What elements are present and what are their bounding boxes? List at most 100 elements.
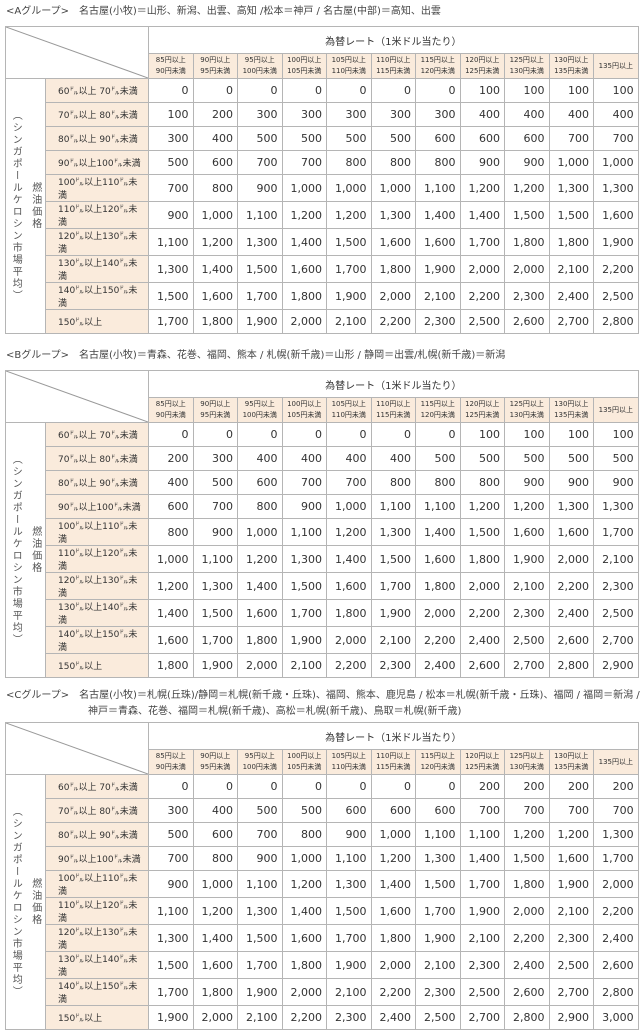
surcharge-cell: 0	[281, 78, 327, 103]
rate-header: 95円以上 100円未満	[237, 397, 283, 423]
table-row: 130㌦以上140㌦未満 1,400 1,500 1,600 1,700 1,800 1,9…	[6, 599, 639, 627]
rate-from: 95円以上	[244, 56, 275, 64]
surcharge-cell: 1,600	[415, 545, 461, 573]
surcharge-cell: 300	[192, 446, 238, 471]
surcharge-cell: 2,800	[593, 309, 639, 334]
rate-header: 90円以上 95円未満	[192, 53, 238, 79]
surcharge-cell: 1,000	[192, 870, 238, 898]
surcharge-cell: 1,700	[192, 626, 238, 654]
surcharge-cell: 1,000	[148, 545, 194, 573]
surcharge-cell: 2,100	[593, 545, 639, 573]
surcharge-cell: 500	[593, 446, 639, 471]
table-row: 110㌦以上120㌦未満 1,000 1,100 1,200 1,300 1,400 1,5…	[6, 545, 639, 573]
surcharge-cell: 1,400	[192, 924, 238, 952]
group-name: <Aグループ>	[6, 6, 69, 17]
surcharge-cell: 2,300	[504, 599, 550, 627]
rate-from: 130円以上	[554, 56, 589, 64]
surcharge-cell: 0	[326, 774, 372, 799]
surcharge-cell: 1,300	[548, 174, 594, 202]
surcharge-cell: 400	[148, 470, 194, 495]
surcharge-cell: 300	[237, 102, 283, 127]
surcharge-cell: 1,600	[548, 518, 594, 546]
surcharge-cell: 1,600	[593, 201, 639, 229]
surcharge-cell: 2,200	[370, 309, 416, 334]
surcharge-cell: 1,100	[415, 822, 461, 847]
rate-header-row: 85円以上 90円未満 90円以上 95円未満 95円以上 100円未満 100円以上 105…	[6, 53, 639, 79]
rate-header: 125円以上 130円未満	[504, 53, 550, 79]
surcharge-cell: 2,100	[326, 309, 372, 334]
surcharge-cell: 1,600	[281, 924, 327, 952]
surcharge-cell: 200	[192, 102, 238, 127]
surcharge-cell: 1,200	[548, 822, 594, 847]
surcharge-cell: 700	[548, 798, 594, 823]
surcharge-cell: 1,500	[192, 599, 238, 627]
surcharge-cell: 500	[370, 126, 416, 151]
surcharge-cell: 1,200	[326, 518, 372, 546]
rate-header: 135円以上	[593, 397, 639, 423]
group-caption: <Bグループ> 名古屋(小牧)＝青森、花巻、福岡、熊本 / 札幌(新千歳)＝山形 …	[0, 348, 640, 364]
surcharge-cell: 2,000	[370, 282, 416, 310]
surcharge-cell: 2,300	[326, 1005, 372, 1030]
surcharge-cell: 1,600	[370, 228, 416, 256]
surcharge-cell: 1,000	[593, 150, 639, 175]
rate-header: 100円以上 105円未満	[281, 397, 327, 423]
surcharge-cell: 900	[593, 470, 639, 495]
surcharge-cell: 700	[237, 822, 283, 847]
surcharge-cell: 1,100	[459, 822, 505, 847]
surcharge-cell: 0	[326, 78, 372, 103]
surcharge-cell: 2,300	[504, 282, 550, 310]
surcharge-cell: 1,200	[326, 201, 372, 229]
surcharge-cell: 1,800	[237, 626, 283, 654]
surcharge-cell: 2,000	[370, 951, 416, 979]
fuel-price-range: 140㌦以上150㌦未満	[45, 626, 149, 654]
surcharge-cell: 2,600	[504, 978, 550, 1006]
fuel-price-range: 60㌦以上 70㌦未満	[45, 78, 149, 103]
surcharge-cell: 1,300	[593, 494, 639, 519]
surcharge-cell: 1,700	[148, 309, 194, 334]
surcharge-cell: 0	[326, 422, 372, 447]
surcharge-cell: 0	[281, 774, 327, 799]
group-caption: <Aグループ> 名古屋(小牧)＝山形、新潟、出雲、高知 /松本＝神戸 / 名古屋(…	[0, 4, 640, 20]
surcharge-cell: 0	[415, 78, 461, 103]
rate-from: 85円以上	[155, 752, 186, 760]
surcharge-cell: 700	[459, 798, 505, 823]
surcharge-cell: 2,000	[415, 599, 461, 627]
fuel-price-range: 120㌦以上130㌦未満	[45, 228, 149, 256]
fuel-price-range: 150㌦以上	[45, 1005, 149, 1030]
surcharge-cell: 1,300	[415, 846, 461, 871]
fuel-price-range: 100㌦以上110㌦未満	[45, 870, 149, 898]
surcharge-cell: 1,400	[459, 846, 505, 871]
surcharge-document: <Aグループ> 名古屋(小牧)＝山形、新潟、出雲、高知 /松本＝神戸 / 名古屋(…	[0, 4, 640, 1030]
table-row: 110㌦以上120㌦未満 1,100 1,200 1,300 1,400 1,500 1,6…	[6, 897, 639, 925]
rate-header: 110円以上 115円未満	[370, 53, 416, 79]
fuel-price-range: 140㌦以上150㌦未満	[45, 978, 149, 1006]
rate-header: 85円以上 90円未満	[148, 397, 194, 423]
surcharge-cell: 1,500	[148, 282, 194, 310]
surcharge-cell: 2,600	[459, 653, 505, 678]
side-label-inner: 燃油価格	[29, 878, 41, 926]
group-section: <Cグループ> 名古屋(小牧)＝札幌(丘珠)/静岡＝札幌(新千歳・丘珠)、福岡、熊…	[0, 688, 640, 1030]
surcharge-cell: 1,300	[370, 201, 416, 229]
surcharge-cell: 1,400	[281, 228, 327, 256]
surcharge-cell: 500	[281, 126, 327, 151]
surcharge-cell: 2,000	[504, 897, 550, 925]
rate-header: 95円以上 100円未満	[237, 53, 283, 79]
rate-to: 115円未満	[376, 67, 411, 75]
surcharge-cell: 500	[148, 150, 194, 175]
surcharge-cell: 900	[148, 201, 194, 229]
surcharge-cell: 500	[326, 126, 372, 151]
surcharge-cell: 400	[281, 446, 327, 471]
rate-from: 115円以上	[420, 400, 455, 408]
surcharge-table: 為替レート（1米ドル当たり） 85円以上 90円未満 90円以上 95円未満 95円以上 1…	[5, 722, 639, 1030]
surcharge-cell: 900	[548, 470, 594, 495]
surcharge-cell: 900	[237, 174, 283, 202]
rate-header: 95円以上 100円未満	[237, 749, 283, 775]
surcharge-cell: 400	[370, 446, 416, 471]
rate-header: 105円以上 110円未満	[326, 53, 372, 79]
surcharge-cell: 1,200	[459, 174, 505, 202]
table-row: 80㌦以上 90㌦未満 500 600 700 800 900 1,000 1,100 1,10…	[6, 822, 639, 847]
surcharge-table: 為替レート（1米ドル当たり） 85円以上 90円未満 90円以上 95円未満 95円以上 1…	[5, 370, 639, 678]
surcharge-cell: 0	[415, 422, 461, 447]
title-row: 為替レート（1米ドル当たり）	[5, 26, 639, 79]
surcharge-cell: 2,300	[415, 309, 461, 334]
